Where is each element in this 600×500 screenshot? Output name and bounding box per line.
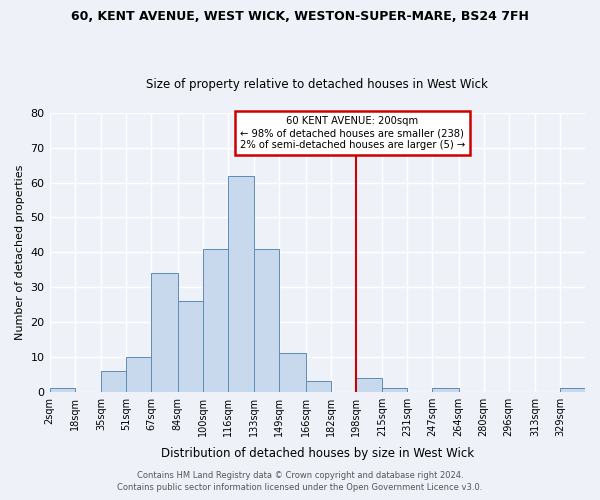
Bar xyxy=(305,381,331,392)
X-axis label: Distribution of detached houses by size in West Wick: Distribution of detached houses by size … xyxy=(161,447,474,460)
Title: Size of property relative to detached houses in West Wick: Size of property relative to detached ho… xyxy=(146,78,488,91)
Bar xyxy=(254,249,279,392)
Text: 60 KENT AVENUE: 200sqm
← 98% of detached houses are smaller (238)
2% of semi-det: 60 KENT AVENUE: 200sqm ← 98% of detached… xyxy=(240,116,465,150)
Bar xyxy=(279,354,305,392)
Bar xyxy=(560,388,585,392)
Bar xyxy=(126,357,151,392)
Bar xyxy=(356,378,382,392)
Y-axis label: Number of detached properties: Number of detached properties xyxy=(15,164,25,340)
Bar xyxy=(50,388,74,392)
Bar xyxy=(101,371,126,392)
Bar xyxy=(227,176,254,392)
Bar xyxy=(203,249,227,392)
Text: Contains HM Land Registry data © Crown copyright and database right 2024.
Contai: Contains HM Land Registry data © Crown c… xyxy=(118,471,482,492)
Text: 60, KENT AVENUE, WEST WICK, WESTON-SUPER-MARE, BS24 7FH: 60, KENT AVENUE, WEST WICK, WESTON-SUPER… xyxy=(71,10,529,23)
Bar xyxy=(432,388,458,392)
Bar xyxy=(382,388,407,392)
Bar xyxy=(178,301,203,392)
Bar xyxy=(151,273,178,392)
